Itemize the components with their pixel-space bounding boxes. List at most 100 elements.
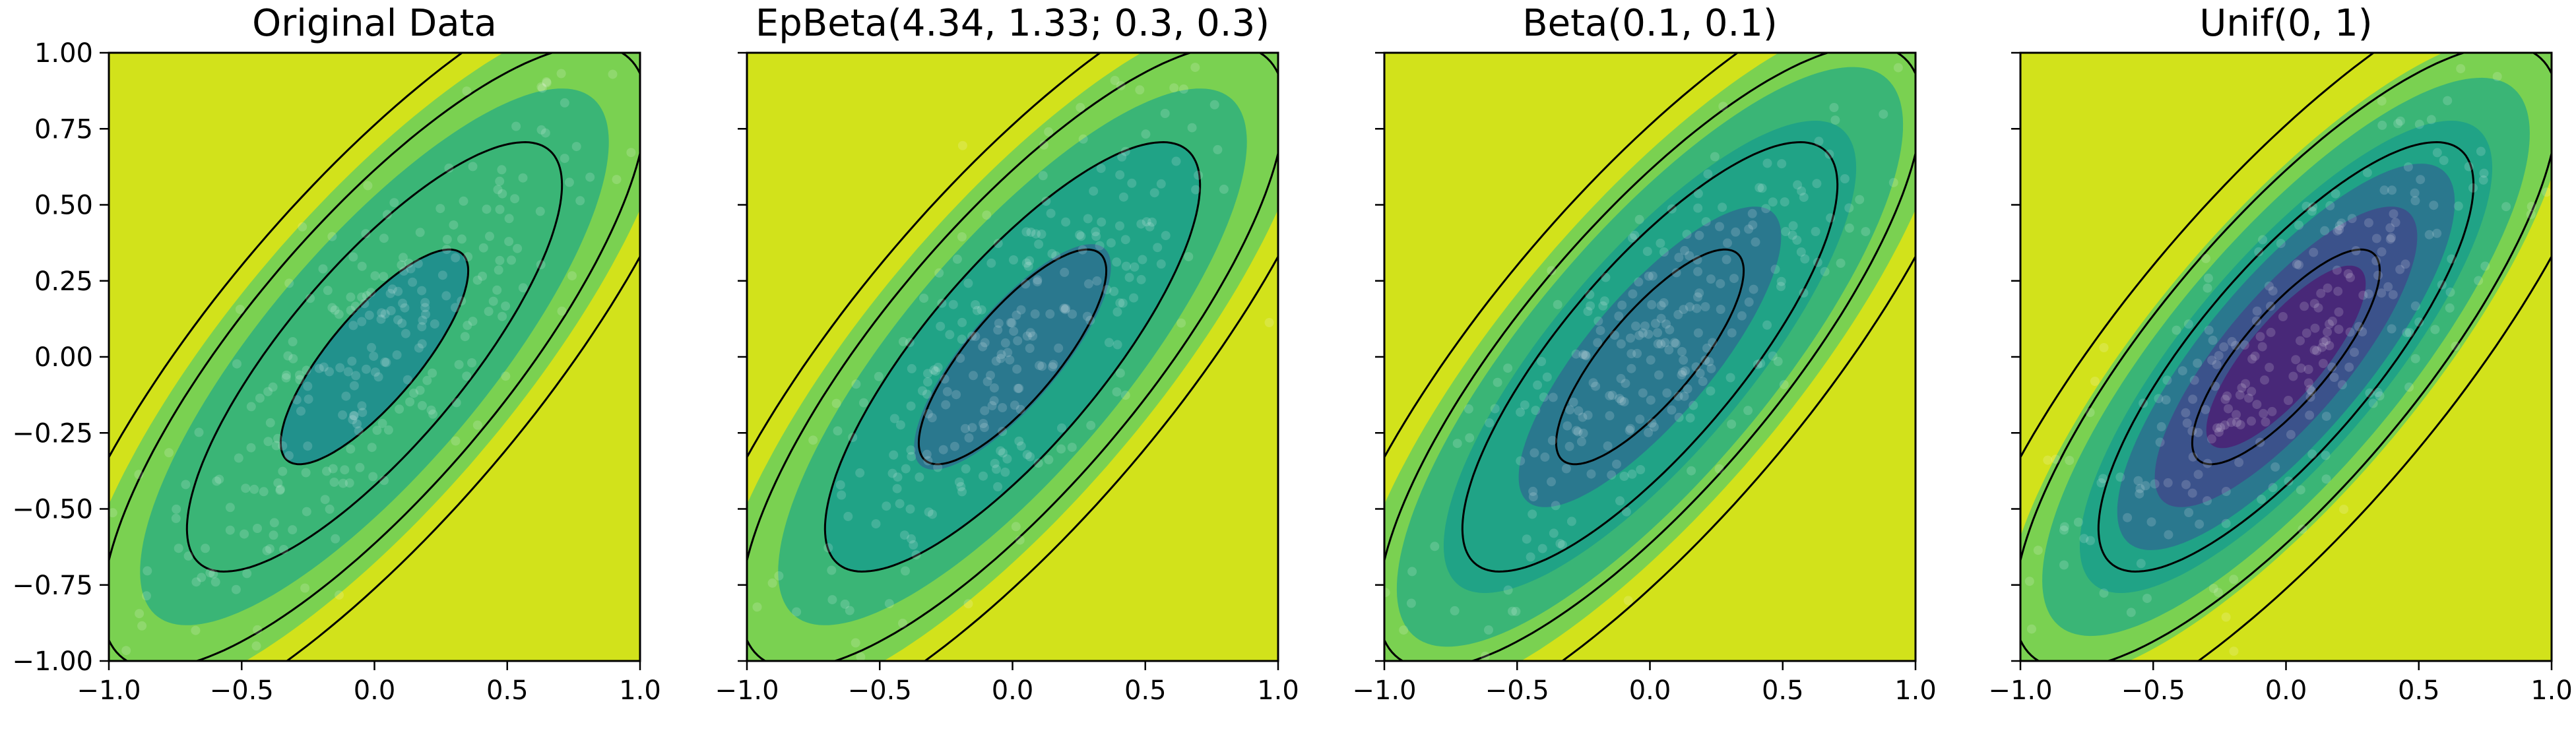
scatter-point — [2305, 410, 2315, 420]
scatter-point — [2261, 417, 2270, 427]
scatter-point — [2305, 392, 2315, 402]
scatter-point — [1751, 237, 1760, 247]
scatter-point — [1599, 296, 1609, 306]
scatter-point — [2377, 96, 2387, 106]
scatter-point — [1595, 326, 1605, 336]
scatter-point — [2379, 185, 2389, 195]
scatter-point — [246, 443, 256, 453]
scatter-point — [906, 401, 916, 411]
contour-line — [2097, 141, 2475, 573]
scatter-point — [1612, 459, 1621, 469]
scatter-point — [542, 78, 552, 88]
x-tick-label: −0.5 — [848, 675, 912, 706]
subplot-title: Original Data — [252, 2, 497, 45]
scatter-point — [2320, 226, 2330, 235]
scatter-point — [1683, 384, 1692, 394]
scatter-point — [989, 383, 999, 393]
x-tick-label: −0.5 — [210, 675, 274, 706]
scatter-point — [1755, 183, 1764, 193]
scatter-point — [1264, 318, 1274, 327]
scatter-point — [214, 474, 224, 484]
scatter-point — [923, 456, 933, 466]
scatter-point — [271, 441, 281, 451]
scatter-point — [2321, 412, 2331, 422]
scatter-point — [2309, 345, 2319, 355]
scatter-point — [2292, 259, 2302, 269]
scatter-point — [335, 590, 344, 600]
scatter-point — [2258, 235, 2268, 245]
x-tick-label: 1.0 — [1257, 675, 1299, 706]
scatter-point — [1647, 299, 1657, 309]
scatter-point — [1653, 328, 1663, 338]
scatter-point — [1028, 331, 1038, 341]
scatter-point — [2321, 474, 2331, 484]
scatter-point — [1669, 338, 1679, 348]
y-tick-label: 0.50 — [34, 191, 93, 221]
scatter-point — [845, 606, 854, 615]
scatter-point — [1533, 380, 1543, 390]
scatter-point — [1718, 203, 1727, 212]
scatter-point — [957, 232, 967, 241]
subplot-title: EpBeta(4.34, 1.33; 0.3, 0.3) — [756, 2, 1270, 45]
scatter-point — [1399, 625, 1409, 635]
contour-line — [917, 248, 1108, 466]
scatter-point — [2161, 395, 2171, 405]
scatter-point — [2252, 306, 2262, 316]
scatter-point — [752, 602, 762, 612]
scatter-point — [2307, 449, 2317, 459]
scatter-point — [2201, 404, 2210, 414]
scatter-point — [1768, 351, 1778, 361]
scatter-point — [1041, 197, 1051, 206]
scatter-point — [2403, 162, 2413, 172]
scatter-point — [2317, 342, 2327, 352]
scatter-point — [1009, 255, 1018, 265]
scatter-point — [1727, 328, 1737, 338]
scatter-point — [2276, 239, 2286, 249]
scatter-point — [1861, 227, 1871, 237]
scatter-point — [2395, 116, 2405, 126]
scatter-point — [1016, 305, 1026, 315]
scatter-point — [397, 319, 407, 329]
scatter-point — [1603, 441, 1613, 451]
scatter-point — [612, 175, 622, 185]
scatter-point — [1048, 360, 1058, 369]
scatter-point — [1000, 338, 1010, 348]
scatter-point — [556, 69, 566, 78]
scatter-point — [1593, 338, 1603, 348]
scatter-point — [2305, 385, 2315, 394]
scatter-point — [996, 354, 1006, 363]
scatter-point — [1630, 230, 1640, 240]
scatter-point — [451, 436, 461, 446]
scatter-point — [2189, 375, 2199, 385]
scatter-point — [2294, 220, 2303, 230]
scatter-point — [2214, 351, 2224, 361]
scatter-point — [393, 315, 402, 325]
scatter-point — [1796, 247, 1806, 257]
scatter-point — [848, 433, 858, 443]
scatter-point — [478, 271, 488, 281]
scatter-point — [967, 423, 977, 433]
scatter-point — [511, 121, 521, 131]
scatter-point — [2329, 373, 2339, 382]
scatter-point — [1695, 368, 1705, 378]
scatter-point — [2410, 188, 2420, 198]
scatter-point — [1121, 261, 1131, 271]
scatter-point — [1176, 318, 1186, 328]
scatter-point — [2313, 303, 2323, 313]
scatter-point — [454, 360, 464, 369]
scatter-point — [1716, 279, 1725, 289]
scatter-point — [889, 414, 899, 423]
scatter-point — [343, 367, 353, 377]
scatter-point — [1619, 472, 1629, 481]
scatter-point — [340, 465, 350, 475]
scatter-point — [1585, 290, 1595, 299]
scatter-point — [1136, 274, 1146, 284]
scatter-point — [1102, 285, 1112, 295]
scatter-point — [279, 545, 288, 554]
scatter-point — [1664, 345, 1674, 355]
scatter-point — [1626, 423, 1635, 433]
scatter-point — [957, 317, 967, 327]
scatter-point — [2303, 378, 2313, 388]
scatter-point — [2183, 319, 2193, 329]
scatter-point — [1687, 466, 1696, 476]
